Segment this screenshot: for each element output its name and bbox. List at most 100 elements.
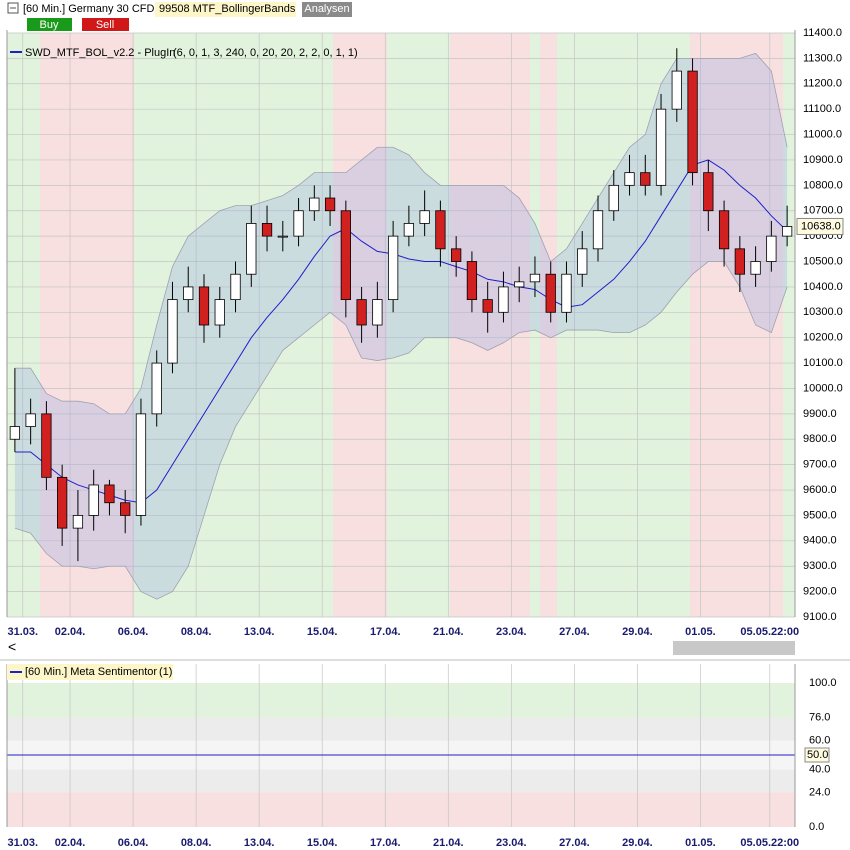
x-tick-label: 05.05.22:00 xyxy=(740,626,799,638)
candle-body xyxy=(230,273,241,301)
candle-body xyxy=(592,210,604,250)
candle-body xyxy=(403,223,415,237)
y-tick-label: 9300.0 xyxy=(803,560,837,572)
x-tick-label: 27.04. xyxy=(559,837,590,849)
scroll-left[interactable]: < xyxy=(8,639,16,655)
candle-body xyxy=(387,235,399,301)
y-tick-label: 10500.0 xyxy=(803,255,843,267)
candle-body xyxy=(766,235,777,262)
y-tick-label: 10000.0 xyxy=(803,382,843,394)
candle-body xyxy=(277,235,288,238)
x-tick-label: 06.04. xyxy=(118,626,149,638)
x-tick-label: 13.04. xyxy=(244,626,275,638)
legend-params: (6, 0, 1, 3, 240, 0, 20, 20, 2, 2, 0, 1,… xyxy=(173,47,358,59)
sentiment-panel: 0.0 24.0 40.0 60.0 76.0 100.0 50.0 31.03. 02.04.… xyxy=(7,664,837,849)
x-tick-label: 29.04. xyxy=(622,626,653,638)
sentiment-zone xyxy=(7,792,795,827)
value-label: 50.0 xyxy=(807,749,828,761)
candle-body xyxy=(781,226,793,237)
y-tick-label: 10400.0 xyxy=(803,281,843,293)
x-tick-label: 21.04. xyxy=(433,626,464,638)
sell-button[interactable] xyxy=(82,18,129,31)
candle-body xyxy=(514,281,525,288)
x-tick-label: 13.04. xyxy=(244,837,275,849)
scrollbar-thumb[interactable] xyxy=(673,641,795,655)
candle-body xyxy=(324,197,336,212)
x-tick-label: 23.04. xyxy=(496,626,527,638)
buy-zone xyxy=(387,33,450,617)
candle-body xyxy=(561,273,572,313)
candle-body xyxy=(120,502,131,516)
y-tick-label: 11300.0 xyxy=(803,52,842,64)
candle-body xyxy=(451,248,462,262)
buy-zone xyxy=(783,33,795,617)
x-tick-label: 15.04. xyxy=(307,837,338,849)
x-tick-label: 15.04. xyxy=(307,626,338,638)
candle-body xyxy=(151,362,162,415)
candle-body xyxy=(655,108,667,186)
y-tick-label: 9400.0 xyxy=(803,535,837,547)
x-tick-label: 29.04. xyxy=(622,837,653,849)
y-tick-label: 10100.0 xyxy=(803,357,843,369)
candle-body xyxy=(246,223,257,275)
candle-body xyxy=(25,413,36,427)
candle-body xyxy=(41,413,52,478)
y-tick-label: 24.0 xyxy=(809,786,830,798)
y-tick-label: 9600.0 xyxy=(803,484,837,496)
y-tick-label: 76.0 xyxy=(809,711,830,723)
candle-body xyxy=(356,299,367,326)
candle-body xyxy=(608,184,619,212)
candle-body xyxy=(135,413,147,516)
candle-body xyxy=(577,248,588,275)
candle-body xyxy=(640,172,651,186)
candle-body xyxy=(9,426,21,440)
candle-body xyxy=(198,286,210,326)
value-box xyxy=(804,747,830,763)
band-lower xyxy=(14,261,788,600)
y-tick-label: 9100.0 xyxy=(803,611,837,623)
buy-zone xyxy=(530,33,540,617)
price-marker-label: 10638.0 xyxy=(801,220,841,232)
y-tick-label: 9900.0 xyxy=(803,408,837,420)
y-tick-label: 11100.0 xyxy=(803,103,841,115)
x-tick-label: 27.04. xyxy=(559,626,590,638)
candle-body xyxy=(466,261,478,301)
candle-body xyxy=(261,223,273,237)
x-tick-label: 05.05.22:00 xyxy=(740,837,799,849)
candle-body xyxy=(104,484,115,504)
candle-body xyxy=(435,210,446,250)
x-tick-label: 02.04. xyxy=(55,626,86,638)
band-upper xyxy=(14,52,788,415)
buy-button[interactable] xyxy=(27,18,72,31)
y-tick-label: 0.0 xyxy=(809,821,824,833)
sentiment-zone xyxy=(7,769,795,793)
analysen-text: Analysen xyxy=(304,3,349,15)
study-label-bg xyxy=(155,2,296,17)
x-tick-label: 21.04. xyxy=(433,837,464,849)
buy-zone xyxy=(134,33,333,617)
sentiment-zone xyxy=(7,717,795,741)
y-tick-label: 9800.0 xyxy=(803,433,837,445)
candle-body xyxy=(167,299,178,364)
x-tick-label: 17.04. xyxy=(370,837,401,849)
legend-title: [60 Min.] Meta Sentimentor xyxy=(25,666,157,678)
candle-body xyxy=(183,286,194,301)
y-tick-label: 10800.0 xyxy=(803,179,843,191)
y-tick-label: 10200.0 xyxy=(803,332,843,344)
candle-body xyxy=(687,70,698,174)
candle-body xyxy=(293,210,304,237)
candle-body xyxy=(214,299,225,326)
x-tick-label: 31.03. xyxy=(7,837,38,849)
price-panel: 9100.0 9200.0 9300.0 9400.0 9500.0 9600.0 9700… xyxy=(7,27,844,638)
candle-body xyxy=(750,261,761,275)
y-tick-label: 10900.0 xyxy=(803,154,843,166)
y-tick-label: 9200.0 xyxy=(803,586,837,598)
candle-body xyxy=(718,210,730,250)
candle-body xyxy=(57,476,68,529)
analysen-button[interactable] xyxy=(302,2,352,17)
buy-zone xyxy=(7,33,40,617)
band-fill xyxy=(14,53,788,600)
y-tick-label: 60.0 xyxy=(809,735,830,747)
x-tick-label: 08.04. xyxy=(181,837,212,849)
